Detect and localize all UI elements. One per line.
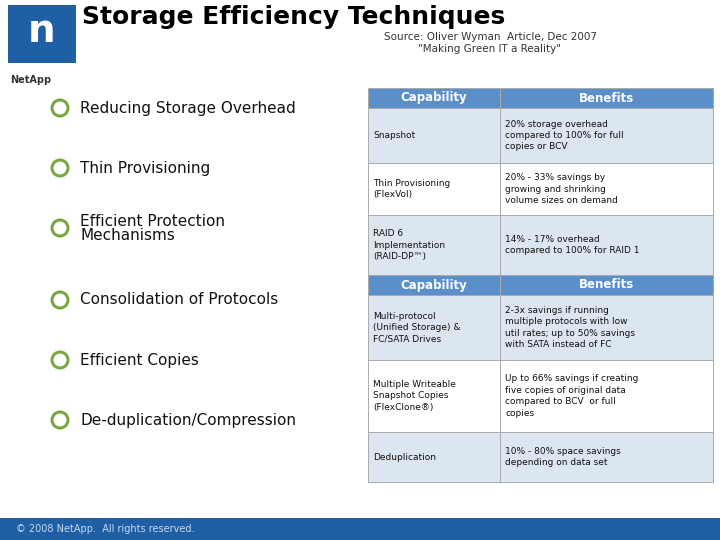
Bar [368,88,500,108]
Bar [500,295,713,360]
Bar [500,215,713,275]
Bar [500,360,713,432]
Circle shape [52,292,68,308]
Bar [500,163,713,215]
Text: NetApp: NetApp [10,75,51,85]
Text: Storage Efficiency Techniques: Storage Efficiency Techniques [82,5,505,29]
Text: Reducing Storage Overhead: Reducing Storage Overhead [80,100,296,116]
Bar [500,108,713,163]
Text: Benefits: Benefits [579,279,634,292]
Bar [368,295,500,360]
Text: Deduplication: Deduplication [373,453,436,462]
Circle shape [52,220,68,236]
Text: Thin Provisioning
(FlexVol): Thin Provisioning (FlexVol) [373,179,450,199]
Bar [368,275,500,295]
Text: © 2008 NetApp.  All rights reserved.: © 2008 NetApp. All rights reserved. [16,524,194,534]
Bar [368,360,500,432]
Text: Mechanisms: Mechanisms [80,227,175,242]
Text: 2-3x savings if running
multiple protocols with low
util rates; up to 50% saving: 2-3x savings if running multiple protoco… [505,306,635,349]
Bar [500,88,713,108]
Circle shape [52,100,68,116]
Text: Efficient Protection: Efficient Protection [80,213,225,228]
Bar [368,215,500,275]
Text: 14% - 17% overhead
compared to 100% for RAID 1: 14% - 17% overhead compared to 100% for … [505,235,639,255]
Text: RAID 6
Implementation
(RAID-DP™): RAID 6 Implementation (RAID-DP™) [373,229,445,261]
Text: Capability: Capability [400,279,467,292]
Bar [500,275,713,295]
Text: 10% - 80% space savings
depending on data set: 10% - 80% space savings depending on dat… [505,447,621,467]
Text: Multiple Writeable
Snapshot Copies
(FlexClone®): Multiple Writeable Snapshot Copies (Flex… [373,380,456,412]
Bar [0,518,720,540]
Text: "Making Green IT a Reality": "Making Green IT a Reality" [418,44,562,54]
Bar [368,432,500,482]
Text: 20% storage overhead
compared to 100% for full
copies or BCV: 20% storage overhead compared to 100% fo… [505,119,624,151]
Bar [8,5,76,63]
Text: n: n [28,12,56,50]
Text: Snapshot: Snapshot [373,131,415,140]
Bar [368,163,500,215]
Text: Efficient Copies: Efficient Copies [80,353,199,368]
Text: Consolidation of Protocols: Consolidation of Protocols [80,293,278,307]
Text: Thin Provisioning: Thin Provisioning [80,160,210,176]
Text: Source: Oliver Wyman  Article, Dec 2007: Source: Oliver Wyman Article, Dec 2007 [384,32,596,42]
Text: Benefits: Benefits [579,91,634,105]
Circle shape [52,412,68,428]
Circle shape [52,160,68,176]
Text: Capability: Capability [400,91,467,105]
Bar [368,108,500,163]
Text: 20% - 33% savings by
growing and shrinking
volume sizes on demand: 20% - 33% savings by growing and shrinki… [505,173,618,205]
Circle shape [52,352,68,368]
Text: Multi-protocol
(Unified Storage) &
FC/SATA Drives: Multi-protocol (Unified Storage) & FC/SA… [373,312,461,343]
Text: Up to 66% savings if creating
five copies of original data
compared to BCV  or f: Up to 66% savings if creating five copie… [505,374,639,417]
Text: De-duplication/Compression: De-duplication/Compression [80,413,296,428]
Bar [500,432,713,482]
